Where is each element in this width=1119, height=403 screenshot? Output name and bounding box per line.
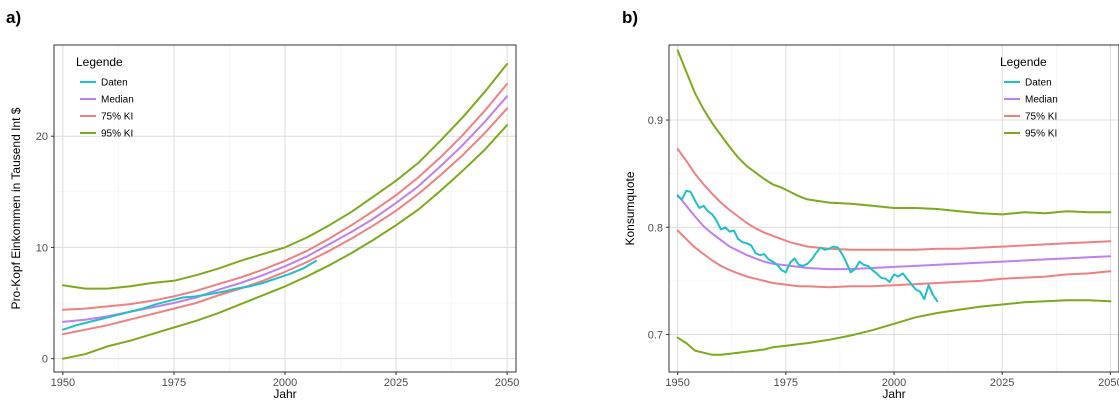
y-tick-label: 0 xyxy=(42,354,48,366)
chart-panel-a: 1950 1975 2000 2025 2050 0 10 20 Jahr Pro-Kopf Ei… xyxy=(9,44,519,401)
series-line-median xyxy=(676,194,1112,271)
series-line-75-ki-upper xyxy=(676,148,1112,251)
x-axis-title: Jahr xyxy=(882,387,905,401)
x-tick-label: 2050 xyxy=(495,377,519,389)
legend-label-median: Median xyxy=(1025,95,1058,106)
chart-panel-b: 1950 1975 2000 2025 2050 0.7 0.8 0.9 Jahr Konsumq… xyxy=(623,44,1119,401)
series-line-95-ki-lower xyxy=(61,124,509,360)
x-tick-label: 1950 xyxy=(51,377,75,389)
series-line-95-ki-upper xyxy=(61,62,509,290)
legend-label-95-ki: 95% KI xyxy=(1025,129,1057,140)
x-tick-label: 2025 xyxy=(990,377,1014,389)
series-line-75-ki-lower xyxy=(61,107,509,336)
legend-label-75-ki: 75% KI xyxy=(101,112,133,123)
x-axis-title: Jahr xyxy=(273,387,296,401)
legend-title: Legende xyxy=(1000,55,1047,69)
series-line-95-ki-lower xyxy=(676,299,1112,356)
grid xyxy=(669,45,1119,372)
y-tick-label: 0.9 xyxy=(648,115,663,127)
y-tick-label: 10 xyxy=(36,242,48,254)
legend: Legende Daten Median 75% KI 95% KI xyxy=(76,55,134,140)
y-axis-title: Pro-Kopf Einkommen in Tausend Int $ xyxy=(9,107,23,309)
x-tick-label: 2025 xyxy=(384,377,408,389)
legend-label-95-ki: 95% KI xyxy=(101,129,133,140)
panel-a-tag: a) xyxy=(6,8,21,27)
y-axis-title: Konsumquote xyxy=(623,171,637,245)
x-tick-label: 1950 xyxy=(665,377,689,389)
panel-b-tag: b) xyxy=(622,8,638,27)
legend-label-daten: Daten xyxy=(1025,78,1052,89)
legend-label-daten: Daten xyxy=(101,78,128,89)
legend-title: Legende xyxy=(76,55,123,69)
series-line-daten xyxy=(676,189,939,303)
legend-label-75-ki: 75% KI xyxy=(1025,112,1057,123)
x-tick-label: 2050 xyxy=(1098,377,1119,389)
series-line-75-ki-lower xyxy=(676,229,1112,289)
axes: 1950 1975 2000 2025 2050 0 10 20 Jahr Pro-Kopf Ei… xyxy=(9,44,519,401)
x-tick-label: 2000 xyxy=(273,377,297,389)
series-line-75-ki-upper xyxy=(61,82,509,311)
x-tick-label: 2000 xyxy=(882,377,906,389)
series-group xyxy=(676,49,1112,356)
legend-label-median: Median xyxy=(101,95,134,106)
axes: 1950 1975 2000 2025 2050 0.7 0.8 0.9 Jahr Konsumq… xyxy=(623,44,1119,401)
grid xyxy=(54,45,516,372)
x-tick-label: 1975 xyxy=(774,377,798,389)
x-tick-label: 1975 xyxy=(162,377,186,389)
y-tick-label: 20 xyxy=(36,131,48,143)
plot-border xyxy=(53,44,517,373)
y-tick-label: 0.8 xyxy=(648,222,663,234)
legend: Legende Daten Median 75% KI 95% KI xyxy=(1000,55,1058,140)
series-group xyxy=(61,62,509,360)
series-line-95-ki-upper xyxy=(676,49,1112,216)
series-line-daten xyxy=(61,259,318,331)
y-tick-label: 0.7 xyxy=(648,329,663,341)
plot-border xyxy=(668,44,1119,373)
